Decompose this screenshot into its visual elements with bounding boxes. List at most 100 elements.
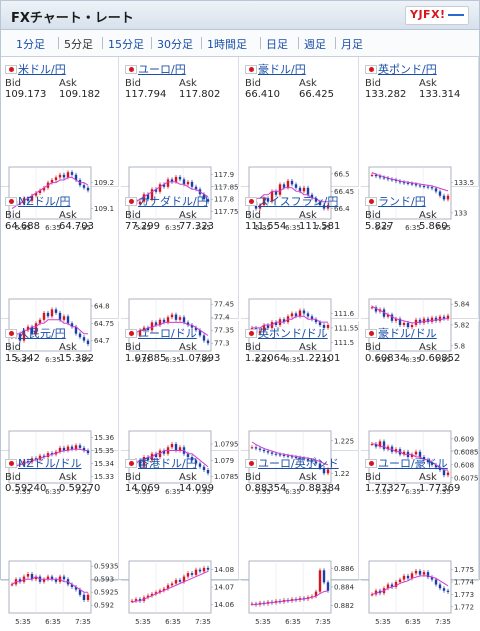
pair-name[interactable]: ユーロ/英ポンド [258, 457, 339, 470]
pair-chart[interactable]: 77.45 77.4 77.35 77.3 5:35 6:35 7:35 [125, 293, 239, 369]
candle [186, 453, 190, 457]
eu-au-flag-icon [365, 459, 377, 468]
pair-chart[interactable]: 15.36 15.35 15.34 15.33 5:35 6:35 7:35 [5, 425, 119, 501]
pair-title-link[interactable]: ランド/円 [365, 193, 426, 209]
pair-name[interactable]: 豪ドル/ドル [378, 327, 437, 340]
x-tick-label: 5:35 [375, 618, 391, 626]
candle [18, 333, 22, 341]
pair-name[interactable]: 米ドル/円 [18, 63, 66, 76]
pair-title-link[interactable]: 英ポンド/円 [365, 61, 437, 77]
bid-label: Bid [245, 78, 261, 89]
pair-title-link[interactable]: ユーロ/英ポンド [245, 455, 339, 471]
x-tick-label: 5:35 [255, 224, 271, 232]
ask-value: 14.099 [179, 483, 214, 494]
bid-label: Bid [5, 210, 21, 221]
pair-card[interactable]: 英ポンド/ドル Bid Ask 1.22064 1.22101 1.225 1.22 5:35… [241, 321, 359, 496]
yjfx-logo[interactable]: YJFX! [405, 6, 469, 25]
pair-title-link[interactable]: 豪ドル/円 [245, 61, 306, 77]
pair-name[interactable]: 英ポンド/円 [378, 63, 437, 76]
pair-name[interactable]: 英ポンド/ドル [258, 327, 328, 340]
pair-title-link[interactable]: 香港ドル/円 [125, 455, 197, 471]
pair-name[interactable]: 人民元/円 [18, 327, 66, 340]
pair-name[interactable]: ユーロ/円 [138, 63, 186, 76]
pair-title-link[interactable]: 豪ドル/ドル [365, 325, 437, 341]
pair-chart[interactable]: 109.2 109.1 5:35 6:35 7:35 [5, 161, 119, 237]
pair-name[interactable]: NZドル/ドル [18, 457, 82, 470]
pair-chart[interactable]: 5.84 5.82 5.8 5:35 6:35 7:35 [365, 293, 479, 369]
pair-title-link[interactable]: 英ポンド/ドル [245, 325, 328, 341]
tab-monthly[interactable]: 月足 [341, 38, 363, 51]
pair-card[interactable]: NZドル/ドル Bid Ask 0.59240 0.59270 0.5935 0.593 0.… [1, 451, 119, 626]
bid-value: 0.60834 [365, 353, 407, 364]
tab-1hour[interactable]: 1時間足 [207, 38, 247, 51]
pair-card[interactable]: ユーロ/円 Bid Ask 117.794 117.802 117.9 117.85 117.… [121, 57, 239, 232]
tab-1min[interactable]: 1分足 [16, 38, 45, 51]
pair-card[interactable]: 香港ドル/円 Bid Ask 14.069 14.099 14.08 14.07 14.06 5… [121, 451, 239, 626]
pair-chart[interactable]: 133.5 133 5:35 6:35 7:35 [365, 161, 479, 237]
pair-title-link[interactable]: ユーロ/ドル [125, 325, 197, 341]
pair-card[interactable]: ユーロ/豪ドル Bid Ask 1.77327 1.77369 1.775 1.774 1.7… [361, 451, 479, 626]
pair-name[interactable]: 豪ドル/円 [258, 63, 306, 76]
pair-name[interactable]: ユーロ/豪ドル [378, 457, 448, 470]
tab-daily[interactable]: 日足 [266, 38, 288, 51]
pair-chart[interactable]: 0.609 0.6085 0.608 0.6075 5:35 6:35 7:35 [365, 425, 479, 501]
pair-card[interactable]: 米ドル/円 Bid Ask 109.173 109.182 109.2 109.1 5:35 6… [1, 57, 119, 232]
tab-separator [260, 37, 261, 49]
pair-name[interactable]: ランド/円 [378, 195, 426, 208]
candle [434, 317, 438, 321]
pair-chart[interactable]: 111.6 111.55 111.5 5:35 6:35 7:35 [245, 293, 359, 369]
y-tick-label: 77.45 [214, 301, 234, 309]
pair-card[interactable]: 豪ドル/ドル Bid Ask 0.60834 0.60852 0.609 0.6085 0.6… [361, 321, 479, 496]
x-tick-label: 6:35 [285, 488, 301, 496]
pair-chart[interactable]: 66.5 66.45 66.4 5:35 6:35 7:35 [245, 161, 359, 237]
candle [194, 569, 198, 575]
candle [30, 326, 34, 334]
candle [386, 178, 390, 180]
pair-card[interactable]: 人民元/円 Bid Ask 15.342 15.382 15.36 15.35 15.34 15… [1, 321, 119, 496]
pair-title-link[interactable]: ユーロ/円 [125, 61, 186, 77]
pair-name[interactable]: カナダドル/円 [138, 195, 208, 208]
hk-flag-icon [125, 459, 137, 468]
candle [394, 318, 398, 321]
pair-title-link[interactable]: カナダドル/円 [125, 193, 208, 209]
pair-title-link[interactable]: スイスフラン/円 [245, 193, 338, 209]
ask-value: 0.88384 [299, 483, 341, 494]
tab-15min[interactable]: 15分足 [108, 38, 144, 51]
tab-5min[interactable]: 5分足 [64, 38, 93, 51]
pair-chart[interactable]: 117.9 117.85 117.8 117.75 5:35 6:35 7:35 [125, 161, 239, 237]
pair-chart[interactable]: 1.225 1.22 5:35 6:35 7:35 [245, 425, 359, 501]
moving-average-line [132, 321, 209, 336]
pair-title-link[interactable]: ユーロ/豪ドル [365, 455, 448, 471]
pair-title-link[interactable]: 米ドル/円 [5, 61, 66, 77]
pair-card[interactable]: ユーロ/英ポンド Bid Ask 0.88354 0.88384 0.886 0.884 0.… [241, 451, 359, 626]
y-tick-label: 5.82 [454, 322, 470, 330]
pair-chart[interactable]: 14.08 14.07 14.06 5:35 6:35 7:35 [125, 555, 239, 631]
tab-30min[interactable]: 30分足 [157, 38, 193, 51]
candle [186, 573, 190, 577]
pair-chart[interactable]: 64.8 64.75 64.7 5:35 6:35 7:35 [5, 293, 119, 369]
pair-title-link[interactable]: NZドル/円 [5, 193, 70, 209]
pair-card[interactable]: ランド/円 Bid Ask 5.827 5.860 5.84 5.82 5.8 5:35 6:35… [361, 189, 479, 364]
candle [302, 310, 306, 314]
pair-card[interactable]: ユーロ/ドル Bid Ask 1.07885 1.07893 1.0795 1.079 1.0… [121, 321, 239, 496]
pair-title-link[interactable]: NZドル/ドル [5, 455, 81, 471]
pair-name[interactable]: 香港ドル/円 [138, 457, 197, 470]
tab-weekly[interactable]: 週足 [304, 38, 326, 51]
pair-card[interactable]: カナダドル/円 Bid Ask 77.299 77.323 77.45 77.4 77.35 7… [121, 189, 239, 364]
pair-name[interactable]: スイスフラン/円 [258, 195, 339, 208]
pair-card[interactable]: 豪ドル/円 Bid Ask 66.410 66.425 66.5 66.45 66.4 5:35… [241, 57, 359, 232]
pair-card[interactable]: NZドル/円 Bid Ask 64.688 64.703 64.8 64.75 64.7 5:3… [1, 189, 119, 364]
candle [398, 181, 402, 183]
pair-card[interactable]: 英ポンド/円 Bid Ask 133.282 133.314 133.5 133 5:35 6:… [361, 57, 479, 232]
y-tick-label: 1.772 [454, 603, 474, 611]
us-flag-icon [5, 65, 17, 74]
pair-chart[interactable]: 0.886 0.884 0.882 5:35 6:35 7:35 [245, 555, 359, 631]
pair-title-link[interactable]: 人民元/円 [5, 325, 66, 341]
pair-card[interactable]: スイスフラン/円 Bid Ask 111.554 111.581 111.6 111.55 1… [241, 189, 359, 364]
pair-name[interactable]: ユーロ/ドル [138, 327, 197, 340]
pair-name[interactable]: NZドル/円 [18, 195, 71, 208]
candle [190, 181, 194, 187]
candle [306, 187, 310, 195]
